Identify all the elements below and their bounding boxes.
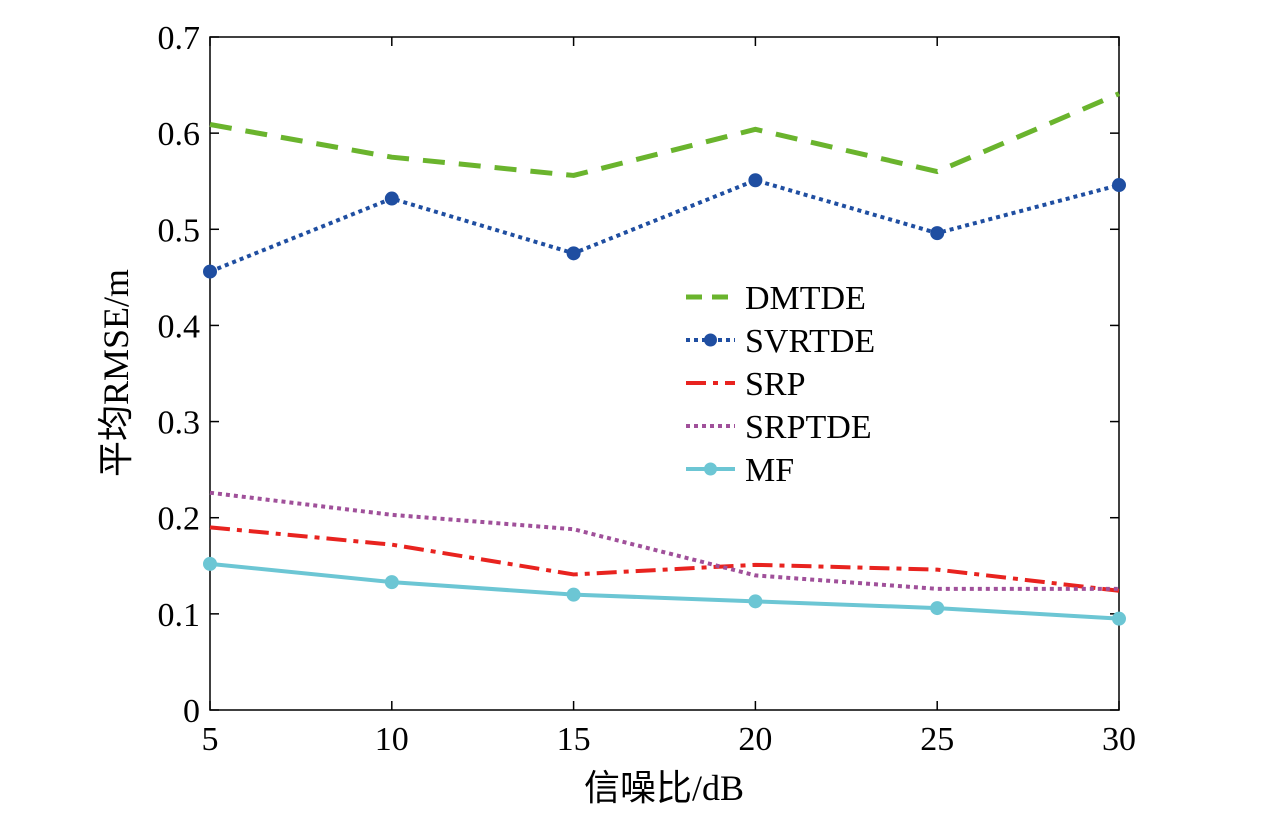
data-point-mf (748, 594, 763, 609)
legend-label-svrtde: SVRTDE (745, 323, 875, 360)
legend-label-srptde: SRPTDE (745, 409, 872, 446)
y-axis-ticks: 0 0.1 0.2 0.3 0.4 0.5 0.6 0.7 (158, 20, 1119, 730)
data-point-svrtde (1112, 178, 1126, 193)
data-point-mf (384, 575, 399, 590)
series-line-dmtde (209, 91, 1120, 178)
y-tick-label: 0.5 (158, 212, 201, 249)
x-tick-label: 5 (202, 721, 219, 758)
series-line-srp (209, 525, 1120, 593)
series-line-mf (209, 561, 1120, 621)
data-point-svrtde (748, 173, 763, 188)
x-axis-ticks: 5 10 15 20 25 30 (202, 37, 1136, 758)
y-tick-label: 0.3 (158, 405, 201, 442)
data-point-mf (203, 556, 217, 571)
series-layer (203, 91, 1126, 626)
data-point-mf (930, 601, 945, 616)
legend-marker-svrtde (704, 333, 717, 347)
x-tick-label: 15 (557, 721, 591, 758)
y-tick-label: 0.2 (158, 501, 201, 538)
series-line-srptde (209, 490, 1119, 591)
data-point-svrtde (203, 264, 217, 279)
x-tick-label: 20 (738, 721, 772, 758)
data-point-svrtde (384, 191, 399, 206)
legend: DMTDE SVRTDE SRP SRPTDE MF (686, 280, 875, 489)
x-axis-title: 信噪比/dB (584, 768, 744, 808)
data-point-svrtde (930, 226, 945, 241)
legend-label-srp: SRP (745, 366, 806, 403)
y-tick-label: 0.6 (158, 116, 201, 153)
legend-marker-mf (704, 462, 717, 476)
y-axis-title: 平均RMSE/m (96, 269, 136, 477)
data-point-svrtde (566, 246, 581, 261)
y-tick-label: 0.1 (158, 597, 201, 634)
x-tick-label: 30 (1102, 721, 1136, 758)
y-tick-label: 0.7 (158, 20, 201, 57)
legend-label-mf: MF (745, 452, 794, 489)
x-tick-label: 25 (920, 721, 954, 758)
data-point-mf (566, 587, 581, 602)
series-line-svrtde (209, 178, 1120, 274)
y-tick-label: 0.4 (158, 308, 201, 345)
data-point-mf (1112, 611, 1126, 626)
x-tick-label: 10 (375, 721, 409, 758)
y-tick-label: 0 (183, 693, 200, 730)
legend-label-dmtde: DMTDE (745, 280, 866, 317)
